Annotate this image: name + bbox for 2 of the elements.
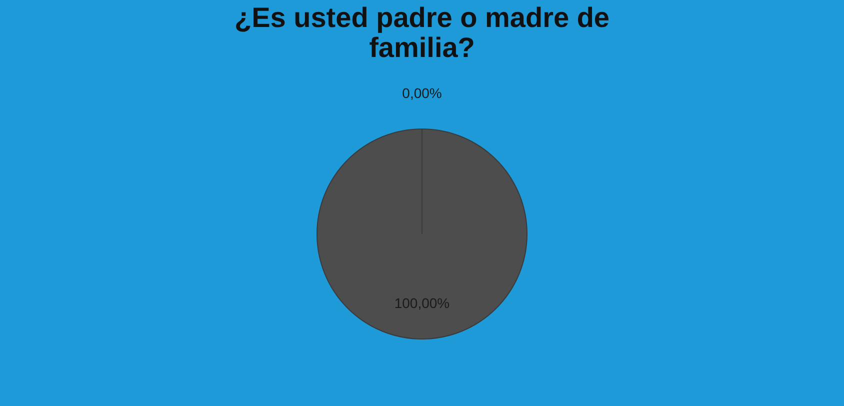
- chart-title: ¿Es usted padre o madre de familia?: [234, 2, 610, 63]
- text: 0,00%: [402, 85, 442, 101]
